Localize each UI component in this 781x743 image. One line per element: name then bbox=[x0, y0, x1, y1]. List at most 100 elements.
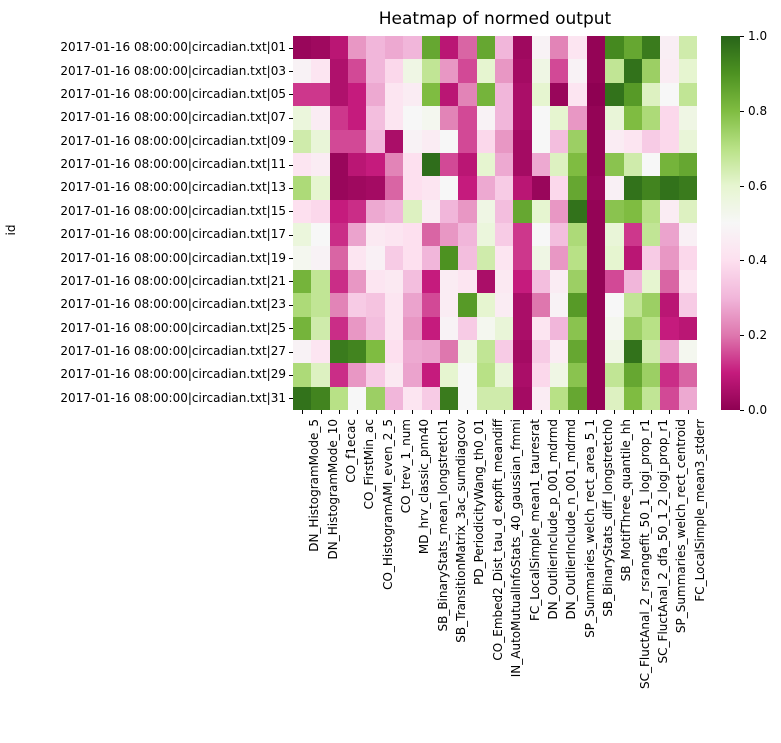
heatmap-cell bbox=[550, 293, 569, 317]
heatmap-cell bbox=[623, 269, 642, 294]
colorbar-tick-label: 0.0 bbox=[748, 403, 768, 417]
heatmap-cell bbox=[641, 106, 661, 130]
heatmap-cell bbox=[293, 82, 312, 107]
heatmap-cell bbox=[568, 386, 587, 410]
heatmap-cell bbox=[384, 386, 404, 410]
heatmap-cell bbox=[531, 176, 551, 200]
heatmap-cell bbox=[366, 176, 385, 200]
heatmap-cell bbox=[531, 199, 551, 223]
heatmap-cell bbox=[660, 59, 679, 83]
heatmap-cell bbox=[384, 129, 404, 153]
heatmap-cell bbox=[293, 199, 312, 223]
heatmap-cell bbox=[660, 386, 679, 410]
heatmap-cell bbox=[384, 316, 404, 340]
heatmap-cell bbox=[660, 316, 679, 340]
x-tick-label: CO_trev_1_num bbox=[399, 419, 413, 514]
y-tick-label: 2017-01-16 08:00:00|circadian.txt|11 bbox=[60, 157, 286, 172]
heatmap-cell bbox=[329, 129, 349, 153]
heatmap-cell bbox=[293, 36, 312, 60]
heatmap-cell bbox=[458, 339, 477, 364]
heatmap-cell bbox=[403, 36, 422, 60]
heatmap-cell bbox=[623, 176, 642, 200]
heatmap-cell bbox=[329, 386, 349, 410]
heatmap-cell bbox=[293, 269, 312, 294]
heatmap-cell bbox=[678, 223, 697, 247]
heatmap-cell bbox=[568, 316, 587, 340]
heatmap-cell bbox=[605, 386, 624, 410]
heatmap-cell bbox=[439, 246, 459, 270]
y-tick-mark bbox=[289, 48, 293, 49]
heatmap-cell bbox=[366, 199, 385, 223]
heatmap-cell bbox=[513, 59, 532, 83]
heatmap-cell bbox=[293, 316, 312, 340]
heatmap-cell bbox=[311, 339, 330, 364]
heatmap-cell bbox=[403, 59, 422, 83]
heatmap-cell bbox=[366, 223, 385, 247]
heatmap-cell bbox=[531, 316, 551, 340]
heatmap-cell bbox=[403, 82, 422, 107]
heatmap-cell bbox=[531, 269, 551, 294]
heatmap-cell bbox=[605, 106, 624, 130]
heatmap-cell bbox=[311, 176, 330, 200]
x-tick-label: SB_BinaryStats_mean_longstretch1 bbox=[435, 419, 450, 632]
colorbar-tick-mark bbox=[740, 410, 744, 411]
heatmap-cell bbox=[494, 152, 514, 177]
heatmap-cell bbox=[550, 82, 569, 107]
heatmap-cell bbox=[311, 59, 330, 83]
colorbar-tick-mark bbox=[740, 186, 744, 187]
heatmap-cell bbox=[513, 316, 532, 340]
heatmap-cell bbox=[494, 59, 514, 83]
heatmap-cell bbox=[568, 223, 587, 247]
heatmap-cell bbox=[678, 386, 697, 410]
y-tick-label: 2017-01-16 08:00:00|circadian.txt|05 bbox=[60, 86, 286, 101]
heatmap-cell bbox=[421, 269, 440, 294]
colorbar-tick-mark bbox=[740, 260, 744, 261]
heatmap-cell bbox=[641, 82, 661, 107]
heatmap-cell bbox=[641, 339, 661, 364]
heatmap-cell bbox=[476, 223, 495, 247]
heatmap-cell bbox=[678, 246, 697, 270]
heatmap-cell bbox=[421, 363, 440, 387]
y-tick-label: 2017-01-16 08:00:00|circadian.txt|27 bbox=[60, 344, 286, 359]
heatmap-cell bbox=[641, 246, 661, 270]
heatmap-cell bbox=[439, 339, 459, 364]
heatmap-cell bbox=[421, 176, 440, 200]
y-tick-label: 2017-01-16 08:00:00|circadian.txt|31 bbox=[60, 390, 286, 405]
x-tick-label: DN_OutlierInclude_p_001_mdrmd bbox=[545, 419, 560, 620]
heatmap-cell bbox=[494, 386, 514, 410]
heatmap-cell bbox=[366, 152, 385, 177]
heatmap-cell bbox=[366, 246, 385, 270]
x-tick-mark bbox=[559, 410, 560, 414]
heatmap-cell bbox=[293, 386, 312, 410]
heatmap-cell bbox=[494, 316, 514, 340]
heatmap-cell bbox=[531, 106, 551, 130]
heatmap-cell bbox=[329, 152, 349, 177]
colorbar-tick-label: 0.2 bbox=[748, 328, 768, 343]
heatmap-cell bbox=[384, 363, 404, 387]
heatmap-cell bbox=[421, 199, 440, 223]
heatmap-cell bbox=[439, 129, 459, 153]
heatmap-cell bbox=[660, 223, 679, 247]
heatmap-cell bbox=[586, 82, 606, 107]
heatmap-cell bbox=[623, 129, 642, 153]
heatmap-cell bbox=[660, 152, 679, 177]
heatmap-cell bbox=[605, 176, 624, 200]
heatmap-cell bbox=[439, 269, 459, 294]
heatmap-cell bbox=[623, 316, 642, 340]
heatmap-cell bbox=[384, 246, 404, 270]
heatmap-cell bbox=[403, 269, 422, 294]
heatmap-cell bbox=[568, 339, 587, 364]
heatmap-cell bbox=[586, 246, 606, 270]
colorbar-tick-label: 0.6 bbox=[748, 178, 768, 193]
heatmap-cell bbox=[550, 176, 569, 200]
heatmap-cell bbox=[605, 246, 624, 270]
heatmap-cell bbox=[403, 246, 422, 270]
heatmap-cell bbox=[403, 223, 422, 247]
heatmap-cell bbox=[605, 152, 624, 177]
y-tick-mark bbox=[289, 398, 293, 399]
heatmap-cell bbox=[458, 386, 477, 410]
heatmap-cell bbox=[494, 106, 514, 130]
y-tick-label: 2017-01-16 08:00:00|circadian.txt|17 bbox=[60, 227, 286, 242]
heatmap-cell bbox=[311, 293, 330, 317]
